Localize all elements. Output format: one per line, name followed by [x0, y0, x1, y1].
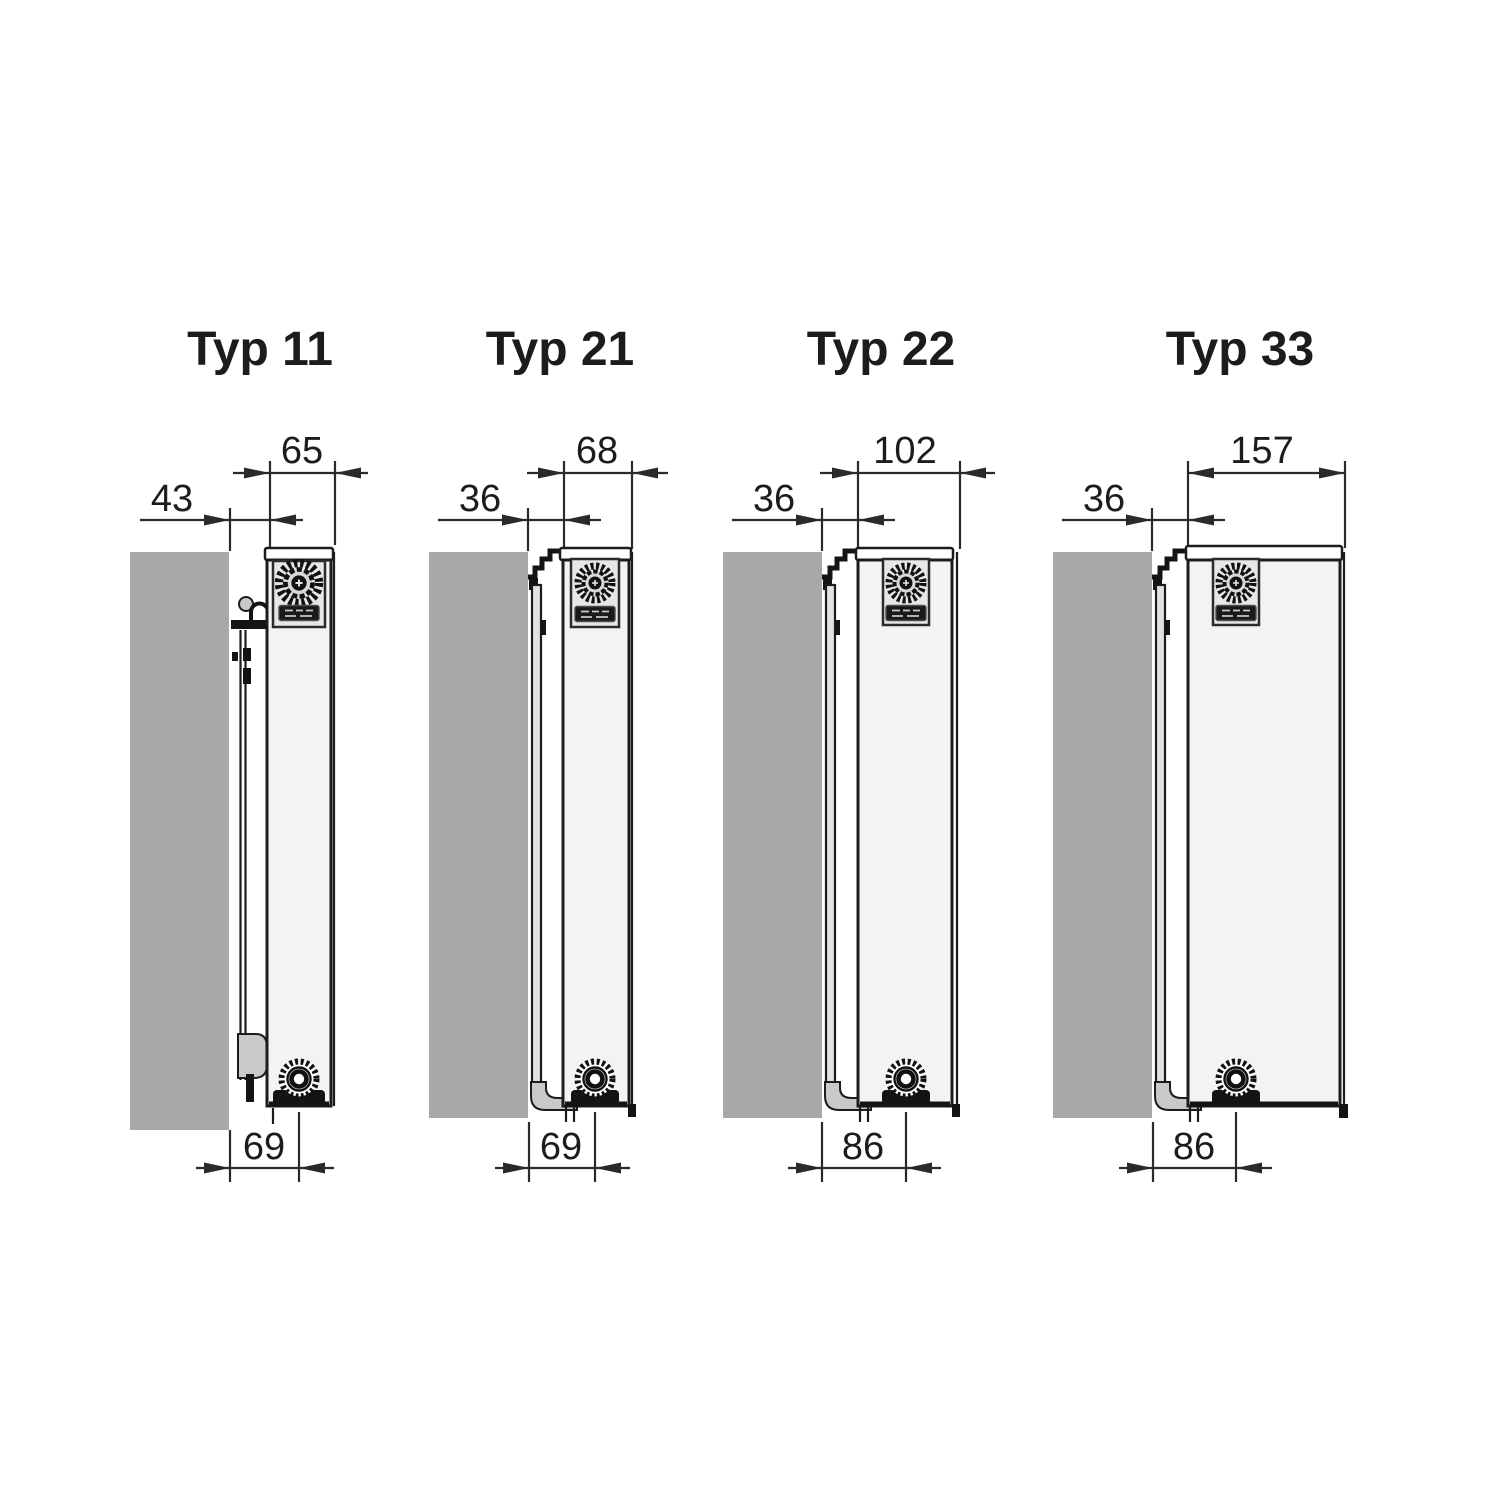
panel-foot — [628, 1104, 636, 1117]
brand-logo — [574, 605, 616, 623]
top-grille — [263, 546, 335, 562]
bracket-steps — [528, 548, 563, 580]
back-panel-edge — [824, 583, 837, 1092]
column-typ-11: Typ 11 65 43 69 — [130, 323, 368, 1182]
top-grille — [1184, 544, 1344, 562]
wall-gap-dimension-label: 43 — [151, 478, 193, 520]
pipe-connection-icon — [1219, 1062, 1254, 1097]
bracket-steps — [1152, 548, 1188, 580]
brand-logo — [278, 604, 320, 622]
panel-foot — [952, 1104, 960, 1117]
depth-dimension-label: 68 — [576, 430, 618, 472]
bracket-hook — [249, 601, 270, 621]
radiator-panel — [1186, 558, 1342, 1108]
back-panel-edge — [530, 583, 543, 1092]
wall-section — [130, 552, 229, 1130]
radiator-typ-33 — [1184, 544, 1348, 1118]
type-title: Typ 21 — [486, 323, 635, 376]
bracket-steps — [822, 548, 858, 580]
brand-logo — [885, 604, 927, 622]
pipe-connection-icon — [889, 1062, 924, 1097]
wall-gap-dimension-label: 36 — [459, 478, 501, 520]
pipe-connection-icon — [282, 1062, 317, 1097]
column-typ-22: Typ 22 102 36 86 — [723, 323, 995, 1182]
depth-dimension-label: 157 — [1230, 430, 1293, 472]
type-title: Typ 22 — [807, 323, 956, 376]
dimensions-typ-11: 65 43 69 — [140, 430, 368, 1182]
pipe-offset-dimension-label: 86 — [1173, 1126, 1215, 1168]
back-panel-edge — [1154, 583, 1167, 1092]
radiator-panel — [856, 558, 954, 1108]
dimensions-typ-21: 68 36 69 — [438, 430, 668, 1182]
wall-gap-dimension-label: 36 — [753, 478, 795, 520]
bracket-foot — [237, 1033, 268, 1079]
depth-dimension-label: 102 — [873, 430, 936, 472]
type-title: Typ 11 — [187, 323, 333, 376]
radiator-typ-11 — [263, 546, 336, 1108]
brand-logo — [1215, 604, 1257, 622]
panel-foot — [1339, 1104, 1348, 1118]
pipe-connection-icon — [578, 1062, 613, 1097]
type-title: Typ 33 — [1166, 323, 1315, 376]
wall-gap-dimension-label: 36 — [1083, 478, 1125, 520]
radiator-panel — [561, 558, 631, 1108]
pipe-offset-dimension-label: 69 — [243, 1126, 285, 1168]
column-typ-33: Typ 33 157 36 86 — [1053, 323, 1348, 1182]
pipe-offset-dimension-label: 69 — [540, 1126, 582, 1168]
wall-section — [429, 552, 528, 1118]
dimensions-typ-22: 102 36 86 — [732, 430, 995, 1182]
depth-dimension-label: 65 — [281, 430, 323, 472]
pipe-offset-dimension-label: 86 — [842, 1126, 884, 1168]
radiator-typ-22 — [854, 546, 960, 1117]
wall-section — [723, 552, 822, 1118]
radiator-typ-21 — [558, 546, 636, 1117]
radiator-panel — [265, 558, 333, 1108]
wall-section — [1053, 552, 1152, 1118]
column-typ-21: Typ 21 68 36 69 — [429, 323, 668, 1182]
dimensions-typ-33: 157 36 86 — [1062, 430, 1347, 1182]
bracket-rail — [239, 630, 247, 1080]
